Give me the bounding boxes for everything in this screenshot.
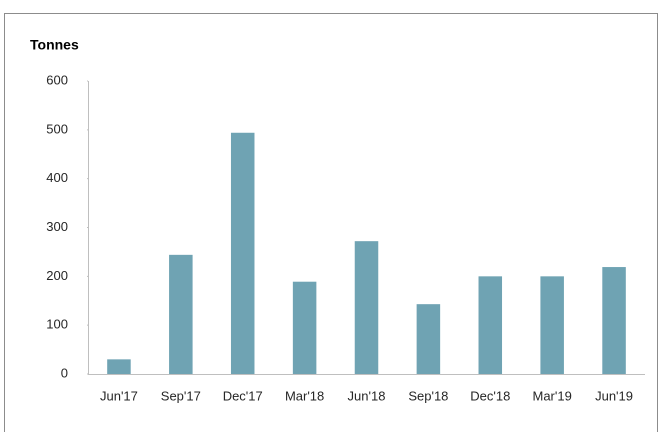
y-tick-label: 400 <box>46 170 68 185</box>
x-tick-label: Jun'19 <box>595 388 633 403</box>
y-tick-label: 0 <box>61 365 68 380</box>
y-tick-label: 100 <box>46 317 68 332</box>
y-tick-label: 500 <box>46 121 68 136</box>
bar <box>416 304 441 374</box>
x-tick-label: Jun'17 <box>100 388 138 403</box>
x-tick-label: Sep'17 <box>161 388 201 403</box>
y-tick-label: 200 <box>46 268 68 283</box>
y-tick-label: 300 <box>46 219 68 234</box>
bar <box>478 276 503 374</box>
y-tick-label: 600 <box>46 72 68 87</box>
x-tick-label: Dec'17 <box>223 388 263 403</box>
x-tick-label: Sep'18 <box>408 388 448 403</box>
bar <box>107 359 131 374</box>
bar <box>540 276 564 374</box>
x-tick-label: Jun'18 <box>348 388 386 403</box>
bar <box>602 267 626 374</box>
bar <box>354 241 379 374</box>
chart-title: Tonnes <box>30 37 79 53</box>
x-tick-label: Mar'19 <box>532 388 571 403</box>
bar <box>292 281 317 374</box>
bar <box>169 254 193 374</box>
bar <box>230 132 255 374</box>
x-tick-label: Dec'18 <box>470 388 510 403</box>
x-tick-label: Mar'18 <box>285 388 324 403</box>
